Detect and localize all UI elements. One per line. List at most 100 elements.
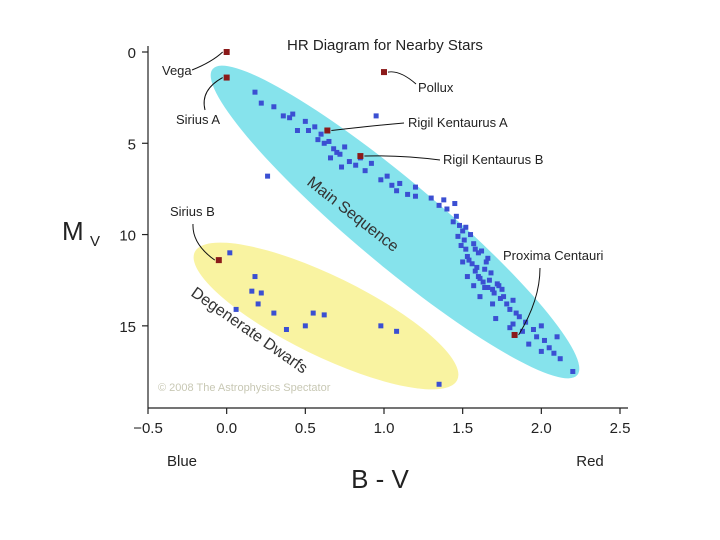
star-point bbox=[488, 270, 494, 276]
star-point bbox=[557, 356, 563, 362]
star-point bbox=[479, 248, 485, 254]
star-point bbox=[412, 193, 418, 199]
star-point bbox=[461, 237, 467, 243]
highlighted-star-point bbox=[381, 69, 387, 76]
star-annotation-label: Rigil Kentaurus A bbox=[408, 115, 508, 130]
star-point bbox=[477, 275, 483, 281]
star-point bbox=[499, 286, 505, 292]
star-point bbox=[436, 381, 442, 387]
star-point bbox=[280, 113, 286, 119]
star-point bbox=[482, 285, 488, 291]
star-point bbox=[318, 131, 324, 137]
star-point bbox=[464, 253, 470, 259]
star-point bbox=[483, 259, 489, 265]
x-tick-label: 2.0 bbox=[531, 420, 552, 437]
star-point bbox=[472, 268, 478, 274]
star-point bbox=[312, 124, 318, 130]
annotation-leader-line bbox=[518, 267, 541, 336]
star-point bbox=[530, 326, 536, 332]
star-point bbox=[290, 111, 296, 117]
star-point bbox=[233, 306, 239, 312]
star-point bbox=[464, 274, 470, 280]
star-point bbox=[469, 261, 475, 267]
star-point bbox=[283, 326, 289, 332]
star-point bbox=[271, 310, 277, 316]
x-axis-label: B - V bbox=[351, 464, 409, 494]
star-point bbox=[486, 277, 492, 283]
y-tick-label: 5 bbox=[128, 136, 136, 153]
star-point bbox=[480, 279, 486, 285]
x-tick-label: 1.5 bbox=[452, 420, 473, 437]
y-tick-label: 15 bbox=[119, 319, 136, 336]
star-point bbox=[504, 301, 510, 307]
star-point bbox=[475, 250, 481, 256]
star-point bbox=[373, 113, 379, 119]
highlighted-star-point bbox=[357, 153, 364, 160]
star-point bbox=[507, 306, 513, 312]
star-point bbox=[455, 233, 461, 239]
star-point bbox=[315, 137, 321, 143]
star-point bbox=[534, 334, 540, 340]
star-point bbox=[551, 350, 557, 356]
star-point bbox=[458, 243, 464, 249]
star-point bbox=[326, 138, 332, 144]
star-point bbox=[490, 286, 496, 292]
x-tick-label: 1.0 bbox=[374, 420, 395, 437]
y-tick-label: 10 bbox=[119, 228, 136, 245]
star-point bbox=[477, 294, 483, 300]
star-point bbox=[353, 162, 359, 168]
star-point bbox=[321, 312, 327, 318]
x-axis-blue-label: Blue bbox=[167, 453, 197, 470]
star-point bbox=[526, 341, 532, 347]
star-point bbox=[441, 197, 447, 203]
x-axis-red-label: Red bbox=[576, 453, 604, 470]
highlighted-star-point bbox=[511, 331, 518, 338]
annotation-leader-line bbox=[192, 223, 216, 261]
star-point bbox=[490, 301, 496, 307]
star-point bbox=[554, 334, 560, 340]
star-point bbox=[510, 321, 516, 327]
star-point bbox=[394, 188, 400, 194]
star-point bbox=[331, 146, 337, 152]
star-point bbox=[378, 177, 384, 183]
star-point bbox=[334, 149, 340, 155]
annotation-leader-line bbox=[191, 51, 224, 71]
star-point bbox=[339, 164, 345, 170]
star-point bbox=[519, 328, 525, 334]
star-annotation-label: Proxima Centauri bbox=[503, 248, 604, 263]
star-point bbox=[471, 241, 477, 247]
star-point bbox=[310, 310, 316, 316]
star-point bbox=[501, 294, 507, 300]
star-point bbox=[444, 206, 450, 212]
annotation-leader-line bbox=[387, 71, 417, 85]
star-point bbox=[328, 155, 334, 161]
star-point bbox=[460, 259, 466, 265]
y-axis-label: M bbox=[62, 216, 84, 246]
star-point bbox=[394, 328, 400, 334]
star-annotation-label: Rigil Kentaurus B bbox=[443, 152, 543, 167]
star-annotations: Vega Sirius A Pollux Rigil Kentaurus A Rigil… bbox=[162, 51, 604, 336]
star-points bbox=[215, 49, 576, 387]
annotation-leader-line bbox=[203, 77, 223, 111]
star-point bbox=[516, 314, 522, 320]
star-point bbox=[466, 257, 472, 263]
star-point bbox=[453, 213, 459, 219]
star-point bbox=[471, 283, 477, 289]
star-point bbox=[482, 266, 488, 272]
star-point bbox=[463, 246, 469, 252]
x-tick-label: 0.0 bbox=[216, 420, 237, 437]
y-axis-label-subscript: V bbox=[90, 233, 100, 250]
star-point bbox=[428, 195, 434, 201]
x-tick-label: 0.5 bbox=[295, 420, 316, 437]
star-point bbox=[570, 368, 576, 374]
star-point bbox=[271, 104, 277, 110]
star-point bbox=[493, 316, 499, 322]
star-point bbox=[249, 288, 255, 294]
star-point bbox=[258, 290, 264, 296]
highlighted-star-point bbox=[324, 127, 331, 134]
star-point bbox=[541, 337, 547, 343]
star-point bbox=[497, 295, 503, 301]
star-point bbox=[436, 202, 442, 208]
star-point bbox=[321, 140, 327, 146]
